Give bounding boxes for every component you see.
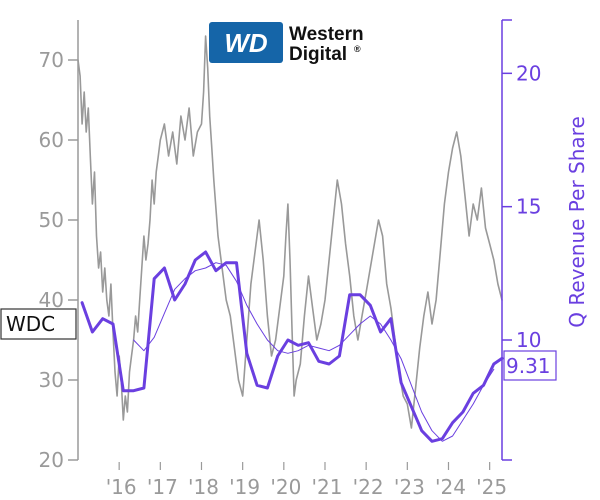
left-tick-label: 30	[39, 368, 64, 392]
x-tick-label: '25	[476, 475, 507, 499]
right-tick-label: 20	[516, 61, 541, 85]
left-tick-label: 20	[39, 448, 64, 472]
right-axis: 10 15 20	[501, 19, 541, 461]
x-tick-label: '22	[353, 475, 384, 499]
logo-mark: WD	[224, 28, 268, 58]
x-tick-label: '17	[147, 475, 178, 499]
revenue-average-series	[133, 262, 495, 442]
price-line	[77, 35, 503, 429]
western-digital-logo: WD Western Digital ®	[209, 22, 364, 65]
right-tick-label: 10	[516, 328, 541, 352]
last-value-box: 9.31	[503, 350, 557, 381]
ticker-label-frame	[0, 308, 77, 340]
logo-badge	[209, 22, 283, 63]
ticker-label-box: WDC	[0, 308, 77, 340]
logo-line2: Digital	[289, 44, 347, 65]
left-tick-label: 50	[39, 208, 64, 232]
x-tick-label: '18	[188, 475, 219, 499]
x-tick-label: '20	[270, 475, 301, 499]
right-axis-title: Q Revenue Per Share	[565, 116, 589, 328]
logo-registered: ®	[354, 44, 361, 54]
logo-line1: Western	[289, 24, 364, 45]
x-tick-label: '16	[106, 475, 137, 499]
x-tick-label: '24	[435, 475, 466, 499]
left-tick-label: 40	[39, 288, 64, 312]
left-tick-label: 70	[39, 48, 64, 72]
revenue-line	[80, 250, 504, 443]
x-axis: '16 '17 '18 '19 '20 '21 '22 '23 '24 '25	[106, 462, 507, 499]
left-tick-label: 60	[39, 128, 64, 152]
right-tick-label: 15	[516, 195, 541, 219]
price-series	[77, 35, 503, 429]
x-tick-label: '19	[229, 475, 260, 499]
last-value-label: 9.31	[506, 354, 551, 378]
x-tick-label: '21	[312, 475, 343, 499]
revenue-series	[80, 250, 504, 443]
left-axis: 20 30 40 50 60 70	[39, 20, 79, 472]
x-tick-label: '23	[394, 475, 425, 499]
ticker-label: WDC	[6, 312, 55, 336]
last-value-frame	[503, 350, 557, 381]
revenue-avg-line	[133, 262, 495, 442]
